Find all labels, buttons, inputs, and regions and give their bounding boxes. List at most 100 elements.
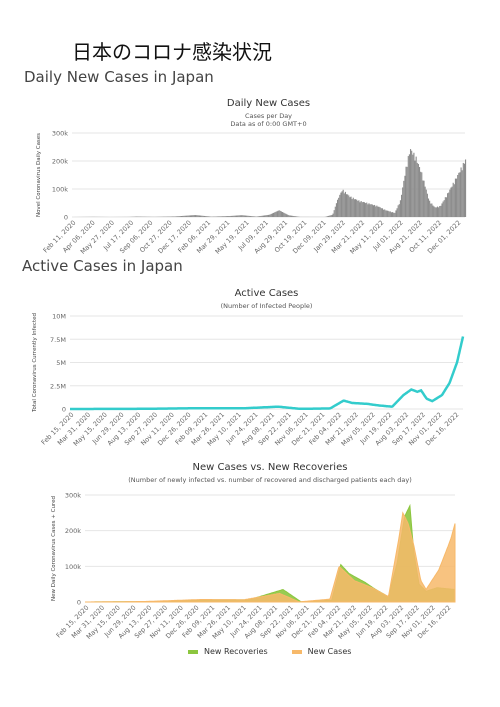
daily-bar [326, 216, 329, 217]
daily-bar [425, 189, 427, 217]
daily-bar [447, 193, 449, 217]
daily-bar [237, 215, 239, 217]
daily-bar [433, 206, 435, 217]
daily-bar [444, 197, 446, 217]
daily-bar [189, 215, 192, 217]
daily-bar [185, 215, 187, 217]
daily-bar [380, 208, 382, 217]
daily-bar [344, 191, 346, 217]
daily-bar [234, 215, 236, 217]
recov-title: New Cases vs. New Recoveries [193, 462, 348, 473]
daily-bar [197, 215, 199, 217]
daily-bar [411, 150, 413, 217]
daily-bar [240, 215, 242, 217]
daily-bar [370, 204, 372, 217]
daily-bar [429, 200, 431, 217]
daily-bar [328, 215, 330, 217]
daily-bar [179, 216, 181, 217]
daily-bar [235, 215, 238, 217]
daily-bar [264, 215, 266, 217]
daily-bar [262, 215, 265, 217]
daily-bar [438, 207, 440, 217]
active-y-axis-label: Total Coronavirus Currently Infected [32, 313, 38, 413]
active-title: Active Cases [235, 288, 299, 299]
daily-bar [342, 189, 344, 217]
daily-bar [389, 211, 391, 217]
daily-subtitle: Cases per Day [245, 112, 292, 120]
legend-item-recoveries[interactable]: New Recoveries [188, 647, 268, 656]
daily-bar [430, 203, 432, 217]
daily-bar [192, 215, 194, 217]
daily-bar [230, 215, 232, 217]
daily-bar [225, 216, 227, 217]
legend-item-new-cases[interactable]: New Cases [291, 647, 351, 656]
daily-bar [397, 205, 399, 217]
daily-bar [418, 167, 421, 217]
active-y-tick-label: 2.5M [50, 382, 66, 390]
daily-bar [243, 215, 245, 217]
daily-bar [268, 214, 270, 217]
daily-bar [334, 206, 336, 217]
daily-bar [333, 210, 335, 217]
daily-bar [348, 195, 350, 217]
daily-bar [340, 192, 342, 217]
daily-bar [365, 203, 367, 217]
daily-bar [242, 215, 244, 217]
daily-bar [339, 194, 341, 217]
daily-bar [414, 160, 416, 217]
daily-bar [399, 200, 401, 217]
daily-bar [331, 214, 333, 217]
daily-bar [294, 216, 296, 217]
daily-bar [174, 216, 176, 217]
daily-bar [349, 197, 351, 217]
daily-bar [439, 206, 441, 217]
daily-bar [271, 213, 273, 217]
daily-bar [432, 205, 434, 217]
daily-bar [284, 213, 286, 217]
recov-y-tick-label: 200k [65, 527, 81, 535]
daily-bar [244, 215, 247, 217]
legend-swatch-new-cases [291, 649, 302, 654]
daily-bar [440, 205, 442, 217]
recov-y-tick-label: 300k [65, 492, 81, 500]
daily-bar [182, 215, 184, 217]
daily-bar [186, 215, 188, 217]
daily-bar [392, 212, 394, 217]
daily-bar [195, 215, 197, 217]
active-y-tick-label: 5M [56, 359, 66, 367]
daily-bar [356, 199, 358, 217]
daily-bar [215, 216, 217, 217]
daily-bar [372, 205, 375, 217]
daily-bar [435, 207, 437, 217]
daily-bar [176, 216, 178, 217]
daily-bar [188, 215, 190, 217]
daily-bar [251, 216, 253, 217]
daily-bar [381, 208, 384, 217]
daily-bar [424, 186, 426, 217]
active-cases-chart: Active Cases (Number of Infected People) 0… [32, 288, 465, 448]
daily-bar [175, 216, 177, 217]
daily-bar [376, 205, 378, 217]
new-cases-vs-recoveries-chart: New Cases vs. New Recoveries (Number of n… [51, 462, 456, 641]
daily-y-axis-label: Novel Coronavirus Daily Cases [36, 133, 42, 217]
daily-bar [383, 209, 385, 217]
daily-bar [345, 194, 348, 217]
daily-bar [280, 211, 282, 217]
daily-bar [208, 216, 211, 217]
daily-bar [194, 215, 196, 217]
daily-bar [445, 197, 448, 217]
active-y-tick-label: 7.5M [50, 336, 66, 344]
daily-bar [341, 191, 343, 217]
daily-bar [407, 156, 409, 217]
daily-bar [270, 213, 272, 217]
daily-bar [288, 215, 290, 217]
daily-bar [202, 215, 204, 217]
daily-bar [290, 215, 293, 217]
daily-bar [250, 216, 252, 217]
daily-bar [233, 215, 235, 217]
recov-y-tick-label: 100k [65, 563, 81, 571]
daily-bar [261, 215, 263, 217]
daily-bar [205, 216, 207, 217]
daily-bar [463, 163, 465, 217]
daily-bar [357, 200, 359, 217]
